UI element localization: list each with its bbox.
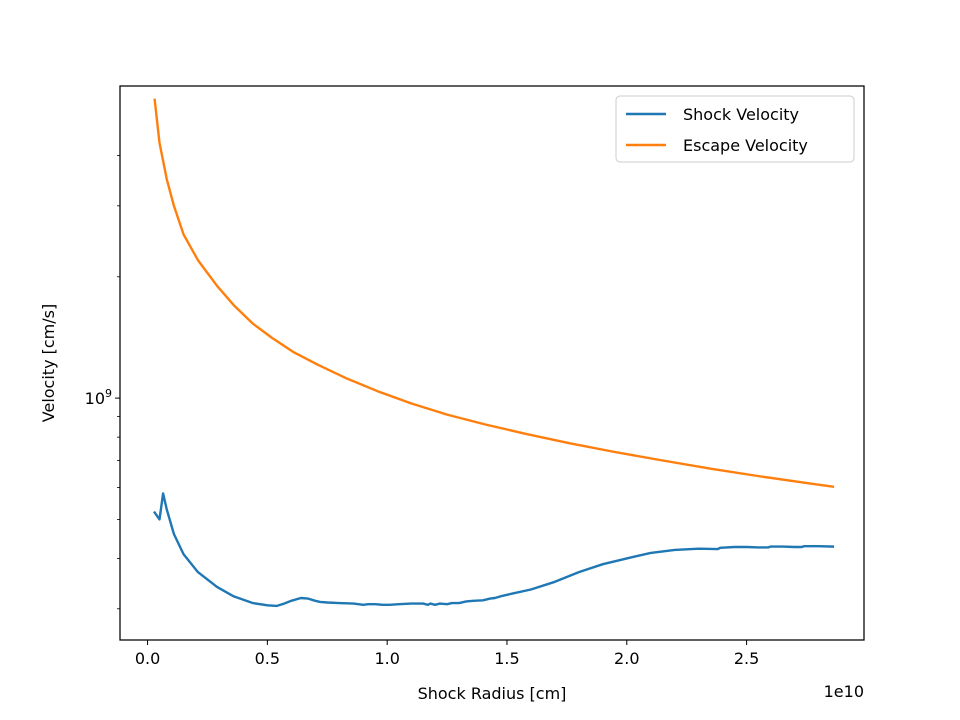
x-tick-label: 0.5 xyxy=(255,649,280,668)
y-tick-label-exponent: 9 xyxy=(105,387,112,400)
series-layer xyxy=(153,98,835,608)
legend-label: Shock Velocity xyxy=(683,105,799,124)
legend-box xyxy=(615,95,855,163)
x-tick-label: 1.0 xyxy=(374,649,399,668)
legend-label: Escape Velocity xyxy=(683,136,808,155)
legend: Shock Velocity Escape Velocity xyxy=(615,95,855,163)
plot-area xyxy=(119,85,865,641)
x-axis-offset-label: 1e10 xyxy=(824,682,864,701)
x-axis-label: Shock Radius [cm] xyxy=(418,684,567,703)
x-axis: 0.0 0.5 1.0 1.5 2.0 2.5 xyxy=(135,640,759,668)
axes-frame xyxy=(119,85,865,641)
y-tick-label: 109 xyxy=(85,387,112,408)
y-tick-label-base: 10 xyxy=(85,389,105,408)
y-axis-label: Velocity [cm/s] xyxy=(39,304,58,422)
x-tick-label: 2.0 xyxy=(614,649,639,668)
series-line-shock-velocity xyxy=(153,492,835,608)
series-line-escape-velocity xyxy=(153,98,835,488)
x-tick-label: 2.5 xyxy=(734,649,759,668)
x-tick-label: 0.0 xyxy=(135,649,160,668)
x-tick-label: 1.5 xyxy=(494,649,519,668)
y-axis: 109 xyxy=(85,155,120,610)
